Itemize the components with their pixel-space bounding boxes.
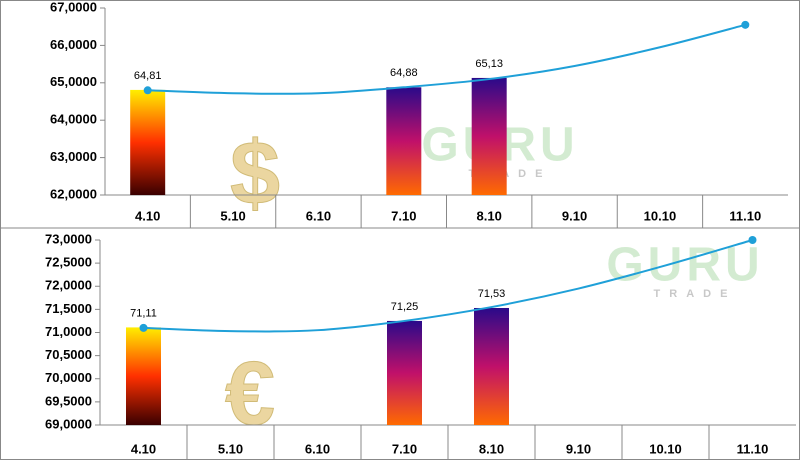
x-tick-label: 10.10 [649, 441, 682, 456]
value-label: 71,11 [130, 307, 157, 319]
x-tick-label: 10.10 [644, 208, 677, 223]
y-tick-label: 62,0000 [50, 186, 97, 201]
x-tick-label: 6.10 [306, 208, 331, 223]
y-tick-label: 71,5000 [45, 301, 92, 316]
y-tick-label: 67,0000 [50, 0, 97, 14]
bar [130, 89, 166, 195]
x-tick-label: 5.10 [218, 441, 243, 456]
y-tick-label: 63,0000 [50, 149, 97, 164]
y-tick-label: 64,0000 [50, 112, 97, 127]
value-label: 64,81 [134, 70, 162, 82]
y-tick-label: 70,5000 [45, 347, 92, 362]
x-tick-label: 9.10 [562, 208, 587, 223]
watermark-sub: TRADE [654, 288, 737, 300]
x-tick-label: 8.10 [479, 441, 504, 456]
value-label: 71,53 [478, 288, 506, 300]
x-tick-label: 11.10 [737, 441, 769, 456]
value-label: 64,88 [390, 67, 418, 79]
y-tick-label: 71,0000 [45, 324, 92, 339]
bar [387, 320, 422, 425]
trend-marker [139, 323, 148, 332]
symbol: € [225, 344, 275, 444]
y-tick-label: 66,0000 [50, 37, 97, 52]
trend-line [147, 23, 746, 95]
watermark: GURU [606, 239, 763, 292]
x-tick-label: 7.10 [392, 441, 417, 456]
value-label: 71,25 [391, 301, 419, 313]
value-label: 65,13 [475, 58, 503, 70]
x-tick-label: 11.10 [729, 208, 761, 223]
y-tick-label: 65,0000 [50, 74, 97, 89]
trend-marker [741, 20, 750, 29]
bar [474, 307, 509, 425]
x-tick-label: 6.10 [305, 441, 330, 456]
y-tick-label: 69,5000 [45, 393, 92, 408]
x-tick-label: 4.10 [135, 208, 160, 223]
bar [126, 327, 161, 425]
trend-marker [143, 86, 152, 95]
bar [386, 87, 422, 195]
x-tick-label: 9.10 [566, 441, 591, 456]
y-tick-label: 72,5000 [45, 255, 92, 270]
y-tick-label: 70,0000 [45, 370, 92, 385]
y-tick-label: 69,0000 [45, 416, 92, 431]
x-tick-label: 7.10 [391, 208, 416, 223]
trend-marker [748, 236, 757, 244]
y-tick-label: 72,0000 [45, 278, 92, 293]
x-tick-label: 8.10 [477, 208, 502, 223]
symbol: $ [230, 124, 280, 224]
x-tick-label: 4.10 [131, 441, 156, 456]
trend-line [143, 239, 753, 333]
bar [471, 77, 507, 195]
x-tick-label: 5.10 [220, 208, 245, 223]
y-tick-label: 73,0000 [45, 231, 92, 246]
